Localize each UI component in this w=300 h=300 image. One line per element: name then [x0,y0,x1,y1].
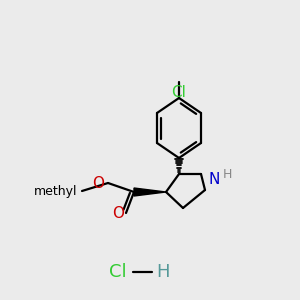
Text: N: N [208,172,219,187]
Text: H: H [223,168,232,181]
Text: Cl: Cl [109,263,127,281]
Text: methyl: methyl [34,184,77,197]
Polygon shape [134,188,166,196]
Text: O: O [112,206,124,221]
Text: O: O [92,176,104,191]
Text: H: H [156,263,170,281]
Text: Cl: Cl [172,85,186,100]
